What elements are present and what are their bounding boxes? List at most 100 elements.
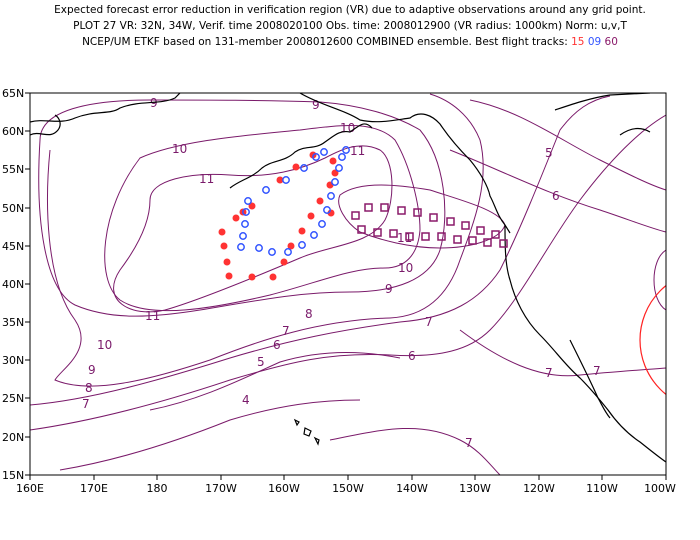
lat-label: 60N [2, 125, 24, 138]
contour-label: 6 [273, 338, 281, 352]
track-09-point [242, 208, 250, 216]
track-15-points [218, 151, 339, 281]
track-60-point [421, 232, 430, 241]
contour-9 [38, 99, 446, 317]
track-09-point [241, 220, 249, 228]
track-15-point [218, 228, 226, 236]
contour-4 [59, 399, 361, 471]
track-09-point [331, 178, 339, 186]
contour-8 [47, 93, 484, 387]
track-15-point [280, 258, 288, 266]
track-60-point [437, 232, 446, 241]
track-60-point [453, 235, 462, 244]
track-09-point [300, 164, 308, 172]
track-60-point [461, 221, 470, 230]
lon-label: 140W [396, 482, 428, 495]
track-09-point [320, 148, 328, 156]
track-60-point [413, 208, 422, 217]
track-60-point [364, 203, 373, 212]
track-15-point [269, 273, 277, 281]
coastline-alaska [299, 93, 511, 234]
contour-label: 11 [199, 172, 214, 186]
track-09-point [310, 231, 318, 239]
axis-ticks [25, 92, 667, 480]
lon-label: 130W [459, 482, 491, 495]
contour-edge [653, 249, 666, 311]
track-09-point [335, 164, 343, 172]
track-09-point [244, 197, 252, 205]
lon-label: 170E [80, 482, 108, 495]
lat-label: 30N [2, 354, 24, 367]
track-15-point [307, 212, 315, 220]
track-60-point [351, 211, 360, 220]
lat-label: 65N [2, 87, 24, 100]
lat-label: 50N [2, 202, 24, 215]
map-title-line-3: NCEP/UM ETKF based on 131-member 2008012… [0, 36, 700, 48]
lat-label: 35N [2, 316, 24, 329]
track-60-point [468, 236, 477, 245]
latitude-labels: 65N 60N 55N 50N 45N 40N 35N 30N 25N 20N … [2, 87, 24, 482]
contour-7 [30, 95, 611, 406]
track-60-point [429, 213, 438, 222]
verification-circle [639, 284, 666, 396]
lon-label: 110W [586, 482, 618, 495]
track-09-point [312, 153, 320, 161]
lon-label: 100W [644, 482, 676, 495]
contour-labels: 9 9 10 10 11 11 11 10 9 8 7 11 10 9 8 7 … [82, 96, 601, 450]
lon-label: 150W [332, 482, 364, 495]
contour-5 [149, 351, 401, 411]
track-09-point [239, 232, 247, 240]
track-60-point [373, 228, 382, 237]
contour-label: 10 [172, 142, 187, 156]
contour-6 [30, 114, 666, 431]
track-60-points [351, 203, 508, 248]
track-15-point [276, 176, 284, 184]
track-15-point [220, 242, 228, 250]
contour-label: 6 [552, 189, 560, 203]
track-15-point [223, 258, 231, 266]
contour-7-south [329, 427, 501, 475]
track-09-point [255, 244, 263, 252]
contour-label: 7 [593, 364, 601, 378]
track-09-point [323, 206, 331, 214]
track-60-point [483, 238, 492, 247]
lat-label: 20N [2, 431, 24, 444]
contour-6-ne [449, 149, 666, 233]
contour-label: 9 [150, 96, 158, 110]
lat-label: 45N [2, 240, 24, 253]
contour-10 [104, 125, 421, 312]
track-15-point [232, 214, 240, 222]
coastline-aleutians [229, 123, 373, 189]
contour-label: 5 [257, 355, 265, 369]
contour-label: 10 [340, 121, 355, 135]
track-60-point [389, 229, 398, 238]
track-09-point [262, 186, 270, 194]
lat-label: 25N [2, 392, 24, 405]
track-15-point [287, 242, 295, 250]
lon-label: 170W [205, 482, 237, 495]
coastline-west-na [504, 224, 666, 463]
track-09-point [284, 248, 292, 256]
longitude-labels: 160E 170E 180 170W 160W 150W 140W 130W 1… [16, 482, 676, 495]
coastline-canada [554, 93, 651, 111]
coastlines [30, 93, 666, 463]
track-09-label: 09 [587, 36, 602, 48]
contour-label: 9 [385, 282, 393, 296]
contour-lines [30, 93, 666, 475]
contour-label: 8 [305, 307, 313, 321]
hawaii-islands [293, 418, 320, 446]
coastline-arctic-island [619, 127, 651, 136]
lat-label: 15N [2, 469, 24, 482]
track-60-point [476, 226, 485, 235]
track-15-point [225, 272, 233, 280]
contour-label: 9 [88, 363, 96, 377]
lon-label: 160W [268, 482, 300, 495]
track-60-point [397, 206, 406, 215]
track-15-point [298, 227, 306, 235]
contour-label: 7 [282, 324, 290, 338]
map-frame [29, 92, 667, 476]
coastline-kamchatka [30, 114, 61, 136]
track-60-point [357, 225, 366, 234]
track-09-point [327, 192, 335, 200]
